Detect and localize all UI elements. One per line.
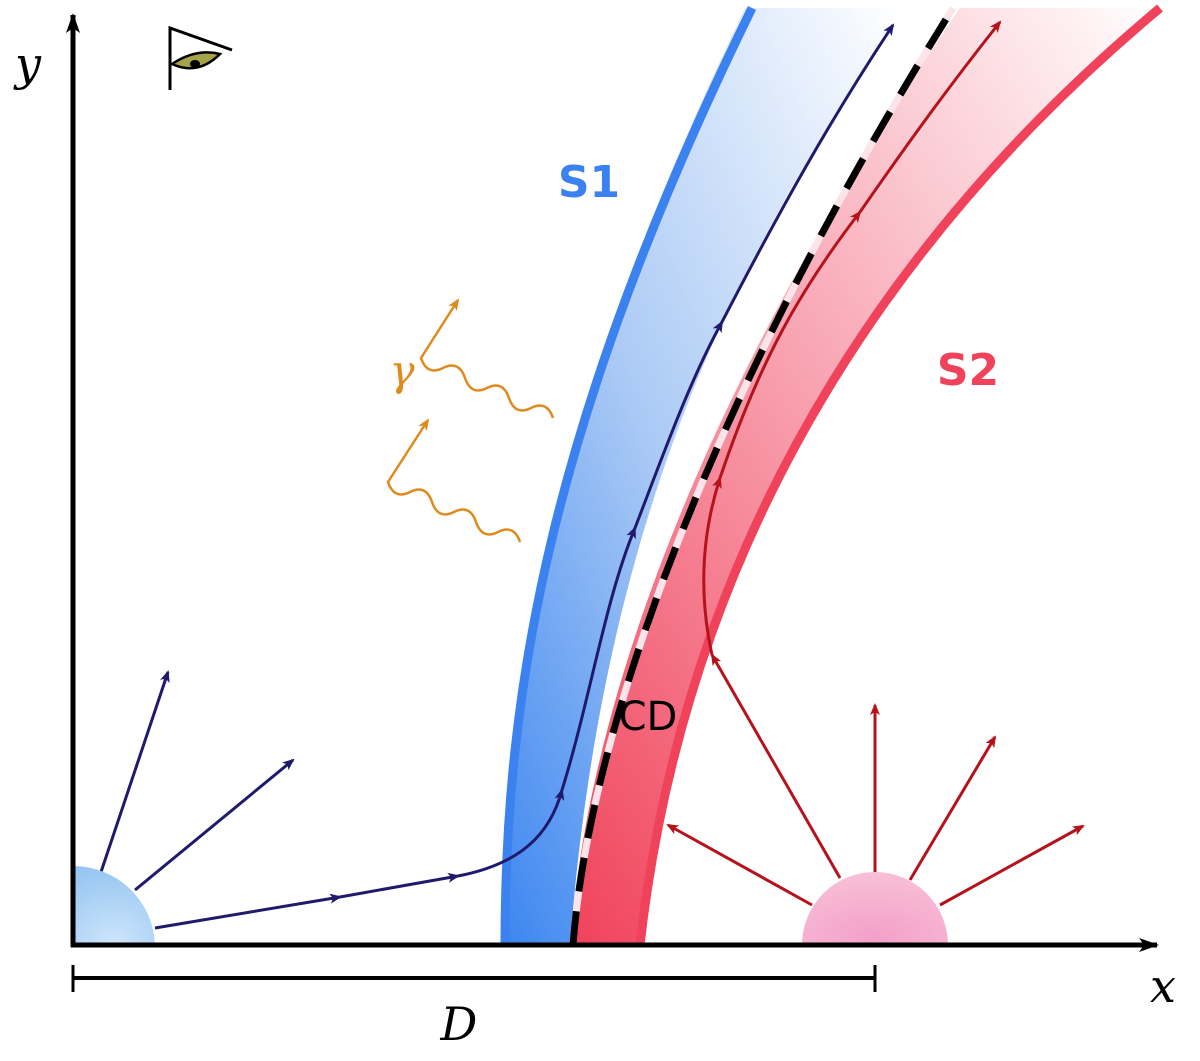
star-1-flow-line [720,23,895,323]
eye-icon [168,25,233,90]
shock-1-region [503,8,900,945]
star-1-flow-line [457,788,565,878]
star-2-wind-vector [710,653,842,879]
star-2-flow-line [858,20,1002,213]
shock-1-label: S1 [558,157,620,208]
shock-2-label: S2 [937,345,999,396]
shock-2-front [635,4,1163,946]
star-1-flow-line [154,893,342,930]
star-2-wind-vector [939,824,1085,907]
star-1-flow-line [560,526,637,791]
star-1 [73,866,155,945]
star-2-wind-vector [908,735,997,881]
star-1-wind-vector [98,670,170,876]
star-2-wind-vector [666,823,813,907]
gamma-photon [419,298,555,419]
contact-discontinuity-label: CD [619,694,678,740]
y-axis-label: y [13,37,42,91]
star-2-flow-line [702,476,722,656]
gamma-label: γ [389,346,415,395]
star-2 [802,872,948,945]
distance-label: D [440,997,478,1051]
x-axis-label: x [1150,959,1176,1013]
shock-1-front [500,6,757,946]
star-1-wind-vector [134,758,295,892]
star-1-flow-line [339,872,460,899]
contact-discontinuity [569,6,956,946]
gamma-photon [386,418,522,543]
shock-2-region [570,8,1160,945]
star-1-flow-line [633,320,724,529]
star-2-flow-line [718,210,862,479]
